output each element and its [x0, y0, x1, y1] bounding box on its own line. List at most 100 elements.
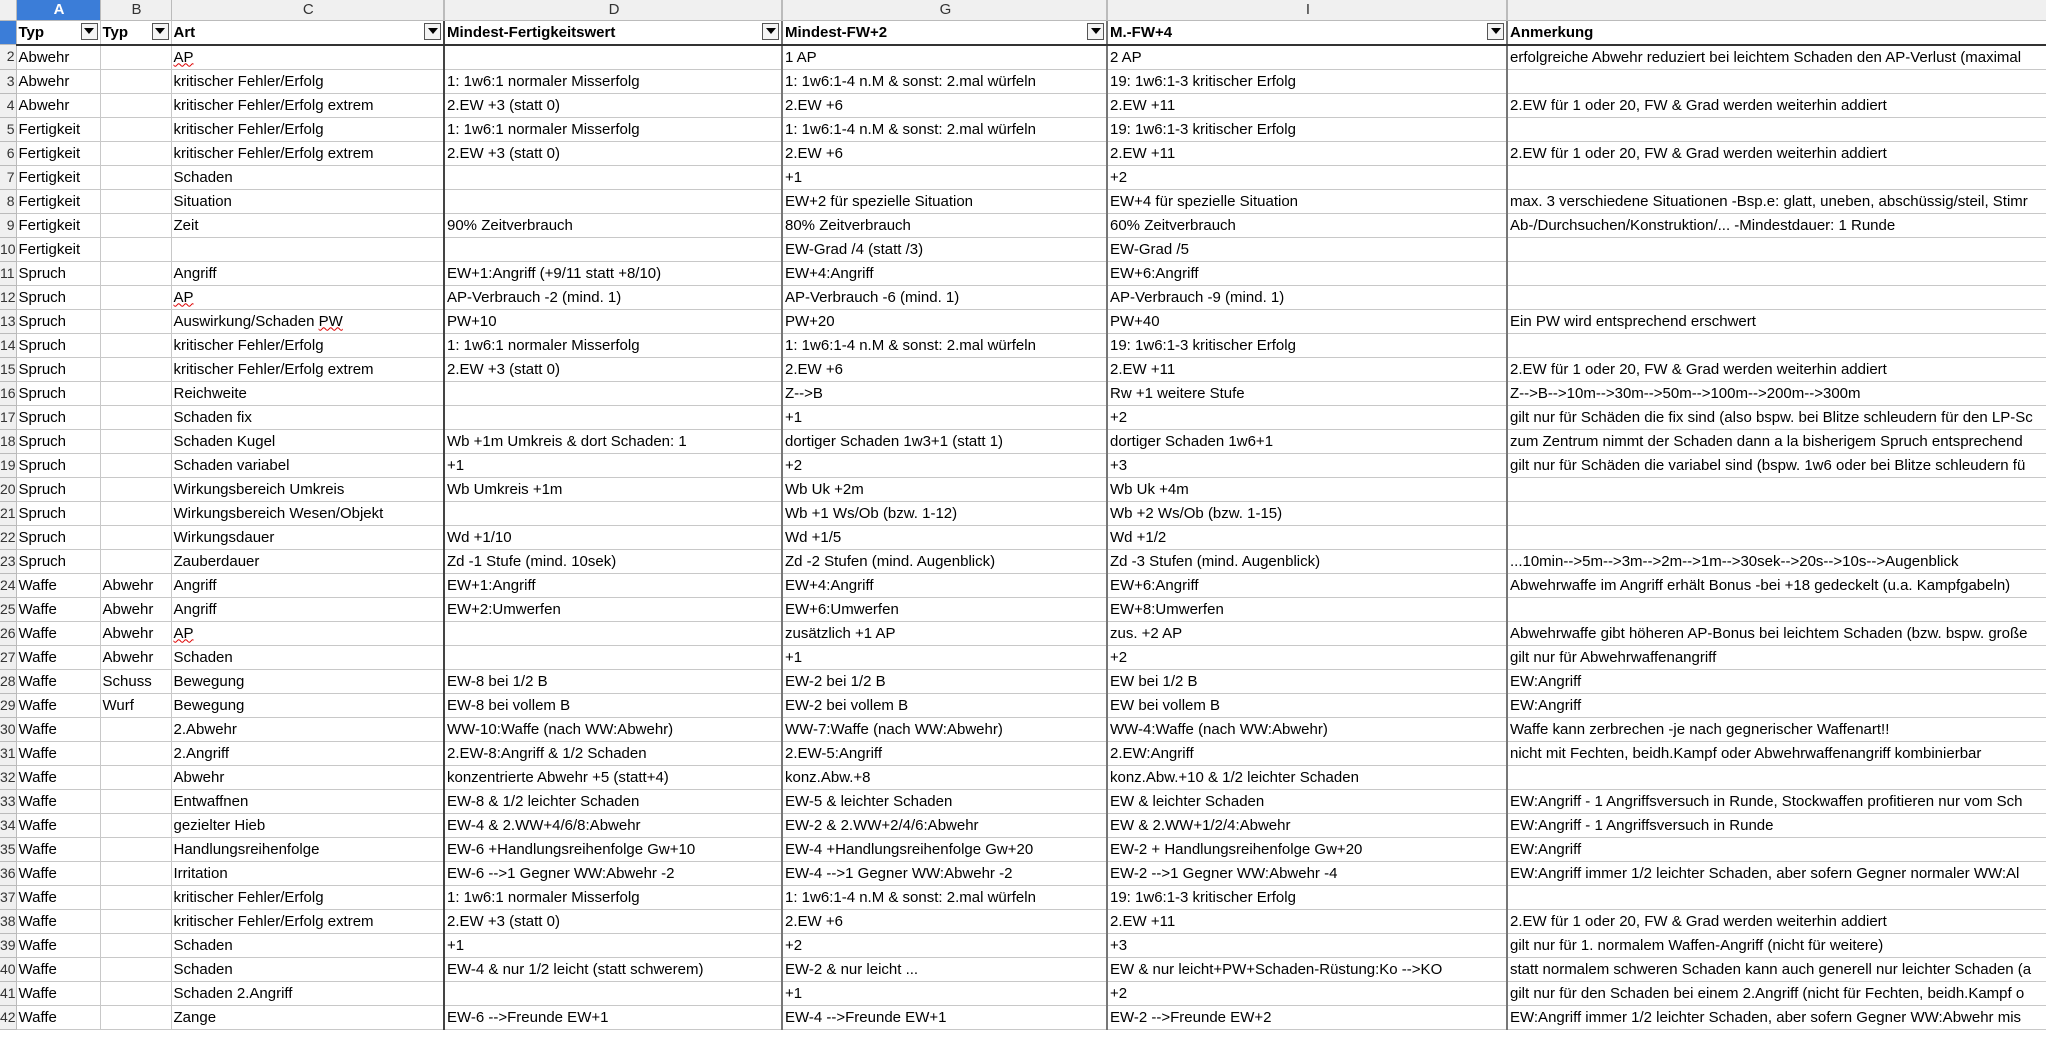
- cell-art[interactable]: 2.Abwehr: [171, 717, 445, 742]
- cell-art[interactable]: Zange: [171, 1005, 445, 1030]
- cell-art[interactable]: Irritation: [171, 861, 445, 886]
- cell-mindest-fw-plus2[interactable]: +2: [782, 933, 1108, 958]
- cell-mindest-fw[interactable]: [444, 189, 783, 214]
- cell-mindest-fw[interactable]: EW-6 -->Freunde EW+1: [444, 1005, 783, 1030]
- cell-anmerkung[interactable]: ...10min-->5m-->3m-->2m-->1m-->30sek-->2…: [1507, 549, 2046, 574]
- cell-typ[interactable]: Fertigkeit: [16, 165, 101, 190]
- cell-typ2[interactable]: [100, 213, 172, 238]
- cell-typ2[interactable]: [100, 957, 172, 982]
- header-cell-mfw-plus4[interactable]: M.-FW+4: [1107, 20, 1508, 46]
- cell-typ2[interactable]: [100, 309, 172, 334]
- cell-typ2[interactable]: [100, 765, 172, 790]
- cell-typ[interactable]: Spruch: [16, 453, 101, 478]
- cell-art[interactable]: Schaden: [171, 165, 445, 190]
- cell-mfw-plus4[interactable]: EW+6:Angriff: [1107, 573, 1508, 598]
- cell-anmerkung[interactable]: [1507, 501, 2046, 526]
- cell-typ[interactable]: Spruch: [16, 501, 101, 526]
- cell-art[interactable]: kritischer Fehler/Erfolg: [171, 69, 445, 94]
- cell-art[interactable]: AP: [171, 44, 445, 70]
- cell-anmerkung[interactable]: [1507, 69, 2046, 94]
- cell-mindest-fw[interactable]: +1: [444, 453, 783, 478]
- row-number[interactable]: 18: [0, 429, 17, 454]
- cell-art[interactable]: Wirkungsbereich Wesen/Objekt: [171, 501, 445, 526]
- cell-mindest-fw[interactable]: EW-8 bei vollem B: [444, 693, 783, 718]
- select-all-corner[interactable]: [0, 0, 17, 21]
- cell-typ2[interactable]: Schuss: [100, 669, 172, 694]
- cell-typ2[interactable]: [100, 861, 172, 886]
- cell-typ2[interactable]: [100, 789, 172, 814]
- cell-art[interactable]: kritischer Fehler/Erfolg: [171, 117, 445, 142]
- cell-typ2[interactable]: Abwehr: [100, 573, 172, 598]
- cell-mindest-fw-plus2[interactable]: zusätzlich +1 AP: [782, 621, 1108, 646]
- row-number[interactable]: 9: [0, 213, 17, 238]
- row-number[interactable]: 34: [0, 813, 17, 838]
- cell-anmerkung[interactable]: Z-->B-->10m-->30m-->50m-->100m-->200m-->…: [1507, 381, 2046, 406]
- cell-typ2[interactable]: Abwehr: [100, 645, 172, 670]
- cell-typ[interactable]: Waffe: [16, 813, 101, 838]
- cell-mfw-plus4[interactable]: dortiger Schaden 1w6+1: [1107, 429, 1508, 454]
- cell-anmerkung[interactable]: gilt nur für den Schaden bei einem 2.Ang…: [1507, 981, 2046, 1006]
- cell-mindest-fw-plus2[interactable]: EW+6:Umwerfen: [782, 597, 1108, 622]
- cell-art[interactable]: gezielter Hieb: [171, 813, 445, 838]
- cell-art[interactable]: Reichweite: [171, 381, 445, 406]
- cell-typ[interactable]: Waffe: [16, 621, 101, 646]
- row-number[interactable]: 14: [0, 333, 17, 358]
- cell-mindest-fw-plus2[interactable]: +1: [782, 165, 1108, 190]
- cell-art[interactable]: Bewegung: [171, 669, 445, 694]
- cell-typ[interactable]: Spruch: [16, 285, 101, 310]
- cell-mindest-fw[interactable]: 2.EW-8:Angriff & 1/2 Schaden: [444, 741, 783, 766]
- cell-typ2[interactable]: [100, 44, 172, 70]
- row-number[interactable]: 36: [0, 861, 17, 886]
- cell-typ[interactable]: Spruch: [16, 357, 101, 382]
- row-number[interactable]: 3: [0, 69, 17, 94]
- filter-dropdown-icon[interactable]: [80, 22, 98, 40]
- cell-mfw-plus4[interactable]: 19: 1w6:1-3 kritischer Erfolg: [1107, 117, 1508, 142]
- cell-typ2[interactable]: [100, 357, 172, 382]
- cell-anmerkung[interactable]: 2.EW für 1 oder 20, FW & Grad werden wei…: [1507, 141, 2046, 166]
- cell-mindest-fw[interactable]: EW-6 -->1 Gegner WW:Abwehr -2: [444, 861, 783, 886]
- cell-mindest-fw[interactable]: konzentrierte Abwehr +5 (statt+4): [444, 765, 783, 790]
- cell-mfw-plus4[interactable]: EW & leichter Schaden: [1107, 789, 1508, 814]
- row-number[interactable]: 29: [0, 693, 17, 718]
- cell-mindest-fw[interactable]: EW-4 & 2.WW+4/6/8:Abwehr: [444, 813, 783, 838]
- cell-mindest-fw-plus2[interactable]: EW-4 -->1 Gegner WW:Abwehr -2: [782, 861, 1108, 886]
- cell-typ2[interactable]: [100, 333, 172, 358]
- cell-mindest-fw-plus2[interactable]: 1: 1w6:1-4 n.M & sonst: 2.mal würfeln: [782, 333, 1108, 358]
- cell-art[interactable]: Schaden: [171, 933, 445, 958]
- cell-typ[interactable]: Waffe: [16, 981, 101, 1006]
- cell-mindest-fw[interactable]: [444, 621, 783, 646]
- row-header-1[interactable]: [0, 20, 17, 45]
- cell-mfw-plus4[interactable]: 2.EW +11: [1107, 909, 1508, 934]
- cell-art[interactable]: Entwaffnen: [171, 789, 445, 814]
- cell-mindest-fw[interactable]: 90% Zeitverbrauch: [444, 213, 783, 238]
- filter-dropdown-icon[interactable]: [762, 22, 779, 40]
- cell-mindest-fw[interactable]: [444, 981, 783, 1006]
- cell-anmerkung[interactable]: erfolgreiche Abwehr reduziert bei leicht…: [1507, 44, 2046, 70]
- row-number[interactable]: 42: [0, 1005, 17, 1030]
- cell-mindest-fw-plus2[interactable]: +1: [782, 405, 1108, 430]
- row-number[interactable]: 40: [0, 957, 17, 982]
- cell-mfw-plus4[interactable]: EW+4 für spezielle Situation: [1107, 189, 1508, 214]
- cell-mindest-fw[interactable]: 2.EW +3 (statt 0): [444, 93, 783, 118]
- cell-typ[interactable]: Fertigkeit: [16, 141, 101, 166]
- cell-mindest-fw-plus2[interactable]: EW-2 & nur leicht ...: [782, 957, 1108, 982]
- cell-art[interactable]: kritischer Fehler/Erfolg: [171, 333, 445, 358]
- cell-typ2[interactable]: [100, 453, 172, 478]
- cell-mindest-fw-plus2[interactable]: 1 AP: [782, 44, 1108, 70]
- row-number[interactable]: 24: [0, 573, 17, 598]
- cell-typ[interactable]: Waffe: [16, 573, 101, 598]
- cell-art[interactable]: kritischer Fehler/Erfolg: [171, 885, 445, 910]
- cell-mfw-plus4[interactable]: 2.EW +11: [1107, 357, 1508, 382]
- cell-anmerkung[interactable]: EW:Angriff immer 1/2 leichter Schaden, a…: [1507, 1005, 2046, 1030]
- cell-art[interactable]: Situation: [171, 189, 445, 214]
- cell-mfw-plus4[interactable]: 2.EW:Angriff: [1107, 741, 1508, 766]
- cell-mfw-plus4[interactable]: EW+8:Umwerfen: [1107, 597, 1508, 622]
- cell-art[interactable]: Angriff: [171, 597, 445, 622]
- row-number[interactable]: 16: [0, 381, 17, 406]
- cell-mindest-fw[interactable]: EW+1:Angriff (+9/11 statt +8/10): [444, 261, 783, 286]
- cell-mfw-plus4[interactable]: konz.Abw.+10 & 1/2 leichter Schaden: [1107, 765, 1508, 790]
- cell-typ[interactable]: Waffe: [16, 957, 101, 982]
- cell-typ[interactable]: Waffe: [16, 789, 101, 814]
- cell-mindest-fw-plus2[interactable]: EW-2 & 2.WW+2/4/6:Abwehr: [782, 813, 1108, 838]
- filter-dropdown-icon[interactable]: [151, 22, 169, 40]
